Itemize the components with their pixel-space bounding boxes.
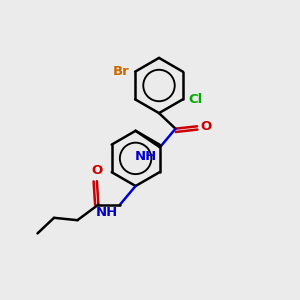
Text: Cl: Cl (188, 93, 203, 106)
Text: O: O (201, 120, 212, 133)
Text: Br: Br (113, 65, 130, 78)
Text: NH: NH (135, 150, 158, 163)
Text: O: O (91, 164, 103, 177)
Text: NH: NH (95, 206, 118, 219)
